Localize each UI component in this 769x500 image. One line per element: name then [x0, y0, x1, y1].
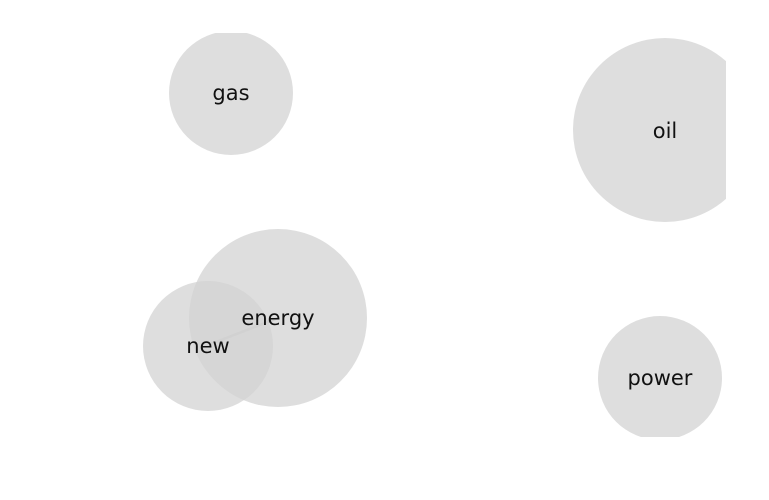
node-gas-bubble [169, 33, 293, 155]
node-energy-label: energy [241, 306, 314, 330]
node-new-label: new [186, 334, 229, 358]
node-gas-label: gas [212, 81, 249, 105]
node-oil-bubble [573, 38, 726, 222]
node-power-bubble [598, 316, 722, 437]
node-oil-label: oil [653, 119, 678, 143]
node-new-bubble [143, 281, 273, 411]
node-power-label: power [628, 366, 693, 390]
